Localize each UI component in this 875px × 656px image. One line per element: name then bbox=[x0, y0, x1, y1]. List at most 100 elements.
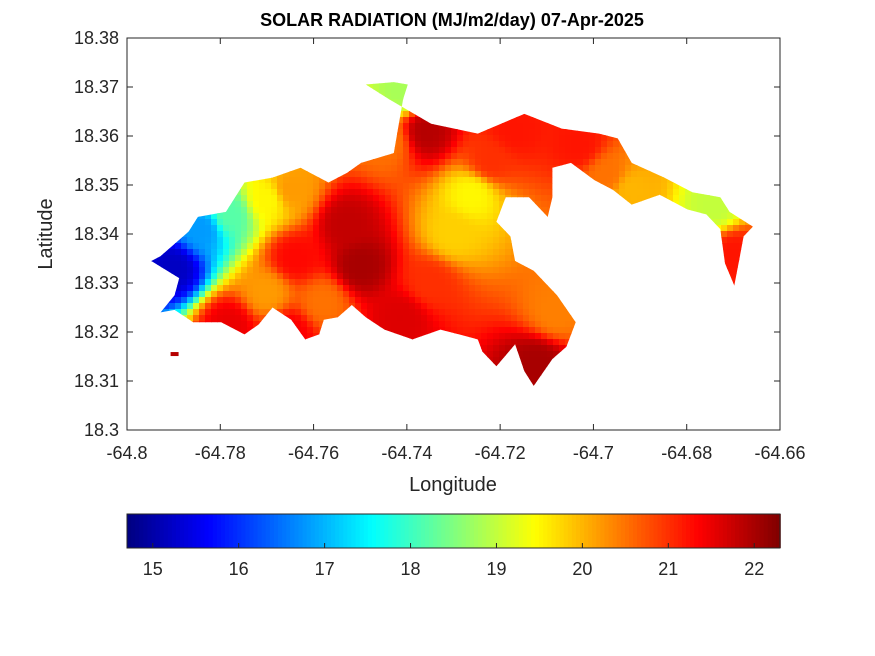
field-cell bbox=[253, 213, 260, 220]
field-cell bbox=[499, 297, 506, 304]
field-cell bbox=[241, 273, 248, 280]
field-cell bbox=[271, 189, 278, 196]
field-cell bbox=[457, 177, 464, 184]
field-cell bbox=[421, 159, 428, 166]
field-cell bbox=[241, 297, 248, 304]
field-cell bbox=[487, 309, 494, 316]
field-cell bbox=[253, 237, 260, 244]
field-cell bbox=[193, 303, 200, 310]
field-cell bbox=[247, 237, 254, 244]
field-cell bbox=[229, 201, 236, 208]
field-cell bbox=[613, 153, 620, 160]
field-cell bbox=[253, 189, 260, 196]
field-cell bbox=[511, 147, 518, 154]
field-cell bbox=[265, 291, 272, 298]
field-cell bbox=[229, 243, 236, 250]
field-cell bbox=[499, 339, 506, 346]
field-cell bbox=[565, 159, 572, 166]
field-cell bbox=[283, 237, 290, 244]
field-cell bbox=[289, 261, 296, 268]
field-cell bbox=[235, 231, 242, 238]
field-cell bbox=[559, 339, 566, 346]
field-cell bbox=[289, 201, 296, 208]
field-cell bbox=[409, 129, 416, 136]
field-cell bbox=[217, 315, 224, 322]
field-cell bbox=[289, 303, 296, 310]
field-cell bbox=[403, 129, 410, 136]
field-cell bbox=[199, 243, 206, 250]
field-cell bbox=[403, 225, 410, 232]
field-cell bbox=[385, 195, 392, 202]
field-cell bbox=[445, 225, 452, 232]
field-cell bbox=[367, 231, 374, 238]
field-cell bbox=[355, 237, 362, 244]
field-cell bbox=[451, 147, 458, 154]
field-cell bbox=[391, 297, 398, 304]
field-cell bbox=[487, 183, 494, 190]
field-cell bbox=[565, 333, 572, 340]
field-cell bbox=[445, 297, 452, 304]
field-cell bbox=[289, 189, 296, 196]
field-cell bbox=[361, 213, 368, 220]
field-cell bbox=[361, 195, 368, 202]
field-cell bbox=[193, 219, 200, 226]
field-cell bbox=[361, 267, 368, 274]
field-cell bbox=[739, 219, 746, 226]
field-cell bbox=[493, 231, 500, 238]
field-cell bbox=[517, 321, 524, 328]
field-cell bbox=[397, 303, 404, 310]
field-cell bbox=[475, 177, 482, 184]
field-cell bbox=[325, 207, 332, 214]
field-cell bbox=[499, 165, 506, 172]
field-cell bbox=[229, 279, 236, 286]
field-cell bbox=[283, 177, 290, 184]
field-cell bbox=[439, 195, 446, 202]
field-cell bbox=[289, 297, 296, 304]
field-cell bbox=[553, 345, 560, 352]
field-cell bbox=[319, 303, 326, 310]
field-cell bbox=[727, 249, 734, 256]
field-cell bbox=[409, 201, 416, 208]
field-cell bbox=[691, 195, 698, 202]
field-cell bbox=[391, 183, 398, 190]
field-cell bbox=[463, 255, 470, 262]
field-cell bbox=[451, 327, 458, 334]
field-cell bbox=[505, 309, 512, 316]
field-cell bbox=[619, 171, 626, 178]
field-cell bbox=[373, 267, 380, 274]
field-cell bbox=[259, 213, 266, 220]
field-cell bbox=[451, 225, 458, 232]
field-cell bbox=[505, 321, 512, 328]
field-cell bbox=[733, 261, 740, 268]
field-cell bbox=[691, 207, 698, 214]
field-cell bbox=[409, 315, 416, 322]
field-cell bbox=[427, 249, 434, 256]
field-cell bbox=[259, 189, 266, 196]
field-cell bbox=[475, 195, 482, 202]
field-cell bbox=[247, 309, 254, 316]
field-cell bbox=[721, 219, 728, 226]
field-cell bbox=[415, 267, 422, 274]
field-cell bbox=[733, 267, 740, 274]
field-cell bbox=[187, 285, 194, 292]
field-cell bbox=[373, 279, 380, 286]
field-cell bbox=[217, 303, 224, 310]
field-cell bbox=[481, 339, 488, 346]
field-cell bbox=[265, 231, 272, 238]
field-cell bbox=[679, 201, 686, 208]
field-cell bbox=[517, 135, 524, 142]
field-cell bbox=[379, 207, 386, 214]
field-cell bbox=[313, 321, 320, 328]
field-cell bbox=[331, 291, 338, 298]
field-cell bbox=[481, 195, 488, 202]
field-cell bbox=[415, 303, 422, 310]
field-cell bbox=[283, 255, 290, 262]
field-cell bbox=[421, 309, 428, 316]
field-cell bbox=[727, 237, 734, 244]
field-cell bbox=[637, 189, 644, 196]
field-cell bbox=[487, 339, 494, 346]
field-cell bbox=[529, 279, 536, 286]
field-cell bbox=[475, 333, 482, 340]
field-cell bbox=[313, 219, 320, 226]
field-cell bbox=[415, 261, 422, 268]
